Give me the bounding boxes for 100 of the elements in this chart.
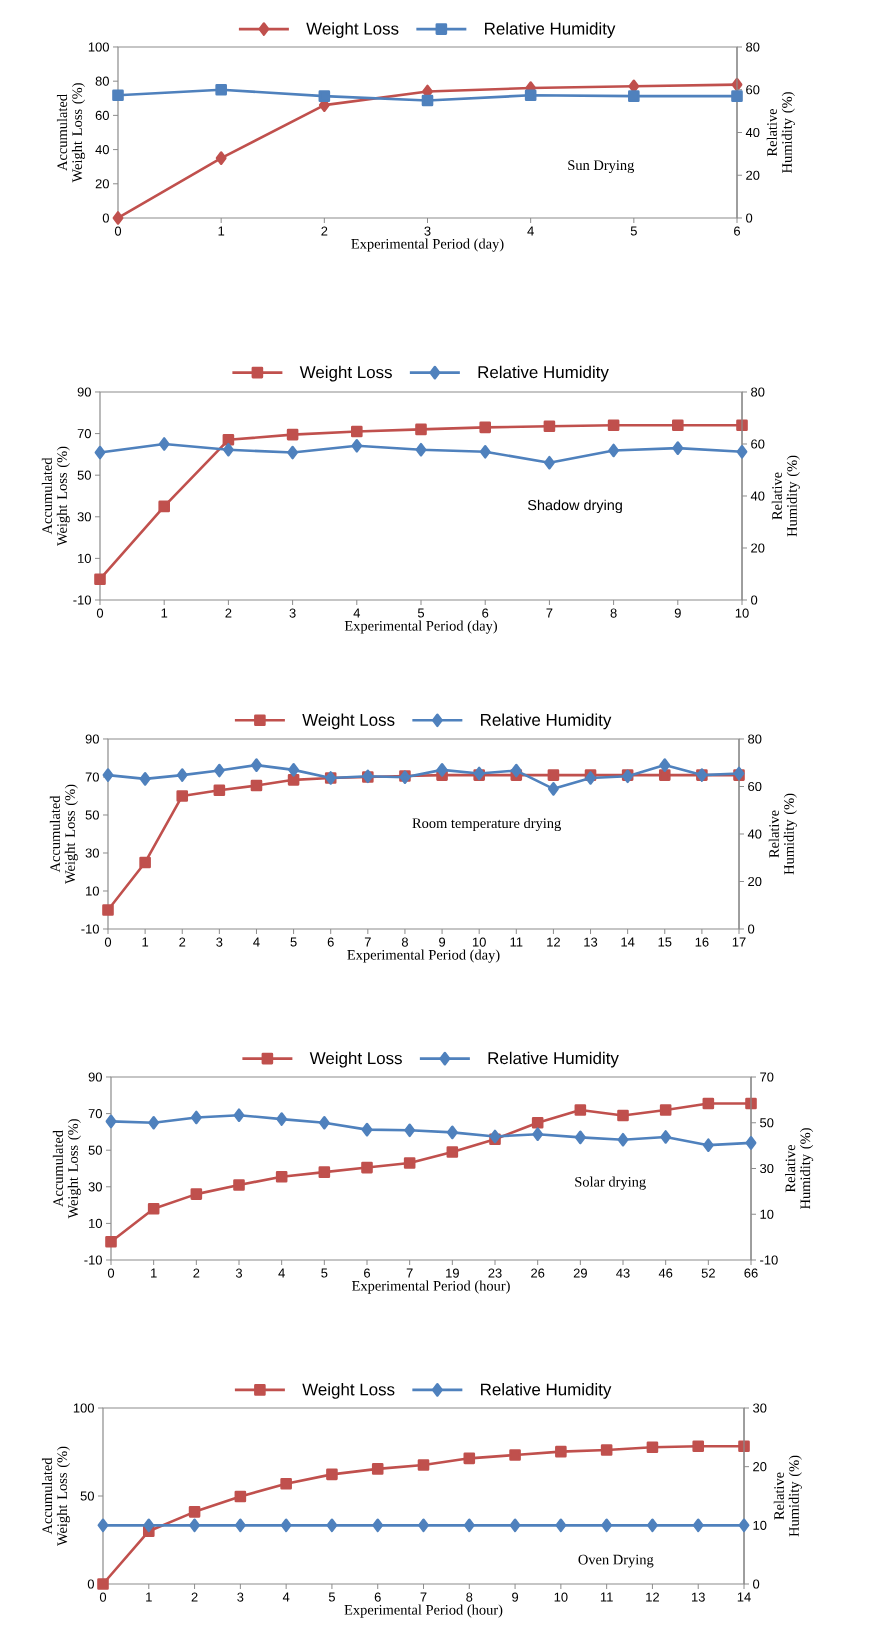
x-tick-label: 1 <box>161 608 168 618</box>
y-tick-label: -10 <box>84 1255 102 1265</box>
x-axis-title: Experimental Period (hour) <box>352 1280 510 1294</box>
x-tick-label: 17 <box>732 937 746 947</box>
y-tick-label: 30 <box>88 1182 102 1192</box>
x-axis-title: Experimental Period (day) <box>347 949 500 963</box>
y2-tick-label: 60 <box>751 439 765 449</box>
y-axis-title: Accumulated Weight Loss (%) <box>49 784 78 884</box>
x-tick-label: 5 <box>328 1592 335 1602</box>
y2-tick-label: 0 <box>746 213 753 223</box>
x-tick-label: 5 <box>417 608 425 618</box>
x-tick-label: 1 <box>142 937 149 947</box>
y-axis-title: Accumulated Weight Loss (%) <box>41 446 70 546</box>
legend-label: Weight Loss <box>302 713 395 730</box>
y2-tick-label: 20 <box>751 543 765 553</box>
y2-tick-label: 20 <box>748 876 762 887</box>
legend-label: Relative Humidity <box>481 1383 612 1399</box>
x-tick-label: 1 <box>146 1592 152 1602</box>
y2-axis-title: Relative Humidity (%) <box>785 1128 814 1209</box>
x-tick-label: 2 <box>179 937 186 947</box>
x-tick-label: 3 <box>424 226 431 236</box>
x-tick-label: 16 <box>695 937 709 947</box>
x-tick-label: 9 <box>439 937 446 947</box>
y-tick-label: 50 <box>88 1145 102 1155</box>
y2-tick-label: 30 <box>760 1163 774 1174</box>
y-axis-title: Accumulated Weight Loss (%) <box>41 1446 71 1546</box>
legend-label: Weight Loss <box>302 1383 395 1399</box>
y-tick-label: 90 <box>77 387 91 397</box>
x-tick-label: 7 <box>420 1592 427 1602</box>
annotation: Room temperature drying <box>412 817 561 832</box>
x-tick-label: 1 <box>218 226 225 236</box>
x-tick-label: 14 <box>621 937 635 947</box>
x-tick-label: 29 <box>573 1268 587 1278</box>
x-tick-label: 3 <box>216 937 223 947</box>
x-tick-label: 7 <box>406 1268 413 1278</box>
x-tick-label: 13 <box>692 1592 705 1602</box>
x-axis-title: Experimental Period (day) <box>344 620 497 634</box>
annotation: Oven Drying <box>578 1554 654 1568</box>
y-tick-label: -10 <box>81 924 99 934</box>
y-tick-label: 10 <box>89 1218 102 1228</box>
y2-tick-label: 30 <box>753 1403 767 1413</box>
x-tick-label: 10 <box>735 608 749 618</box>
x-tick-label: 6 <box>327 937 334 947</box>
y-tick-label: 70 <box>85 772 99 782</box>
x-tick-label: 2 <box>321 226 328 236</box>
x-tick-label: 2 <box>191 1592 198 1602</box>
x-tick-label: 7 <box>364 937 371 947</box>
y2-tick-label: 80 <box>746 42 760 52</box>
y2-tick-label: 80 <box>748 734 762 744</box>
y-tick-label: 70 <box>77 428 91 439</box>
x-tick-label: 11 <box>600 1592 613 1602</box>
x-tick-label: 13 <box>584 937 598 947</box>
x-tick-label: 3 <box>237 1592 244 1602</box>
y2-axis-title: Relative Humidity (%) <box>766 92 795 173</box>
y-tick-label: 10 <box>86 886 99 896</box>
y2-tick-label: -10 <box>760 1255 778 1265</box>
y-tick-label: 100 <box>73 1403 94 1413</box>
x-tick-label: 4 <box>282 1592 290 1602</box>
y-tick-label: 30 <box>85 848 99 858</box>
x-tick-label: 12 <box>547 937 560 947</box>
legend-label: Relative Humidity <box>485 22 616 38</box>
y2-tick-label: 40 <box>750 491 765 501</box>
x-tick-label: 4 <box>527 226 534 236</box>
x-tick-label: 10 <box>472 937 486 947</box>
y-tick-label: 60 <box>95 110 109 120</box>
x-tick-label: 4 <box>353 608 361 618</box>
y2-tick-label: 60 <box>748 781 762 792</box>
x-tick-label: 7 <box>546 608 553 618</box>
x-tick-label: 4 <box>253 937 260 947</box>
y-tick-label: 100 <box>88 42 109 52</box>
x-tick-label: 4 <box>278 1268 285 1278</box>
x-tick-label: 52 <box>701 1268 715 1278</box>
annotation: Sun Drying <box>568 160 635 174</box>
legend-label: Relative Humidity <box>488 1051 619 1068</box>
y2-tick-label: 80 <box>751 387 765 397</box>
x-tick-label: 0 <box>114 226 122 236</box>
y-tick-label: 0 <box>87 1579 94 1589</box>
y2-tick-label: 0 <box>751 595 758 605</box>
y2-tick-label: 20 <box>753 1462 767 1472</box>
x-tick-label: 10 <box>554 1592 568 1602</box>
y-tick-label: 20 <box>95 179 109 189</box>
y2-tick-label: 0 <box>753 1579 760 1589</box>
legend-label: Relative Humidity <box>478 365 609 382</box>
y2-tick-label: 70 <box>760 1072 774 1082</box>
annotation: Solar drying <box>575 1176 646 1190</box>
x-tick-label: 66 <box>744 1268 758 1278</box>
x-axis-title: Experimental Period (day) <box>351 238 504 252</box>
y-axis-title: Accumulated Weight Loss (%) <box>52 1119 81 1219</box>
x-tick-label: 5 <box>630 226 637 236</box>
x-tick-label: 8 <box>466 1592 473 1602</box>
x-tick-label: 1 <box>151 1268 157 1278</box>
x-tick-label: 6 <box>734 226 741 236</box>
y2-axis-title: Relative Humidity (%) <box>768 793 797 875</box>
y-tick-label: 0 <box>102 213 109 223</box>
x-tick-label: 5 <box>290 937 297 947</box>
y-tick-label: -10 <box>73 595 91 605</box>
x-tick-label: 2 <box>225 608 232 618</box>
y-tick-label: 40 <box>95 144 109 155</box>
x-tick-label: 43 <box>616 1268 630 1278</box>
y-tick-label: 50 <box>80 1491 94 1501</box>
